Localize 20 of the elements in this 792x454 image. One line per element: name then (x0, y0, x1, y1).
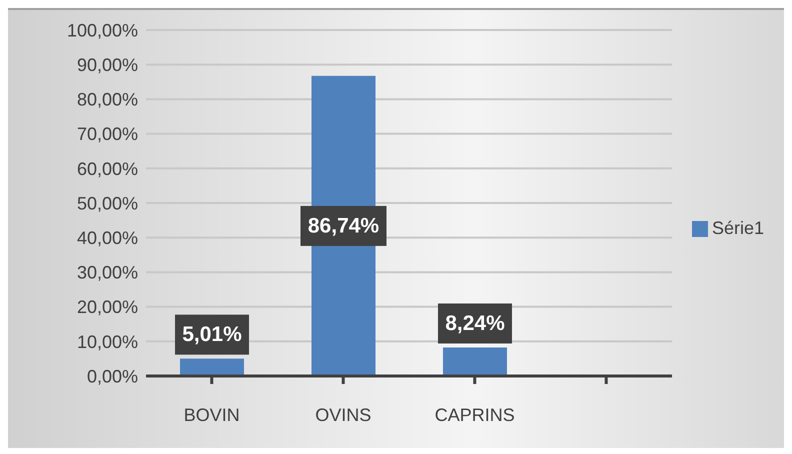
bar (180, 358, 244, 376)
bar (442, 347, 507, 376)
y-tick-label: 40,00% (76, 228, 138, 248)
y-tick-label: 10,00% (76, 332, 138, 352)
x-tick-label: BOVIN (184, 404, 240, 425)
x-tick-label: CAPRINS (434, 404, 515, 425)
y-tick-label: 30,00% (76, 262, 138, 283)
y-tick-label: 80,00% (76, 90, 138, 110)
y-tick-label: 50,00% (76, 193, 138, 214)
data-label: 86,74% (308, 214, 380, 238)
y-tick-label: 100,00% (66, 20, 138, 40)
y-tick-label: 60,00% (76, 158, 138, 179)
data-label: 5,01% (182, 323, 242, 346)
data-label: 8,24% (445, 312, 506, 335)
x-tick-label: OVINS (315, 404, 372, 425)
y-tick-label: 70,00% (76, 124, 138, 144)
y-tick-label: 0,00% (86, 366, 138, 386)
y-tick-label: 20,00% (76, 297, 138, 318)
y-tick-label: 90,00% (76, 54, 138, 75)
legend-label: Série1 (712, 218, 764, 238)
